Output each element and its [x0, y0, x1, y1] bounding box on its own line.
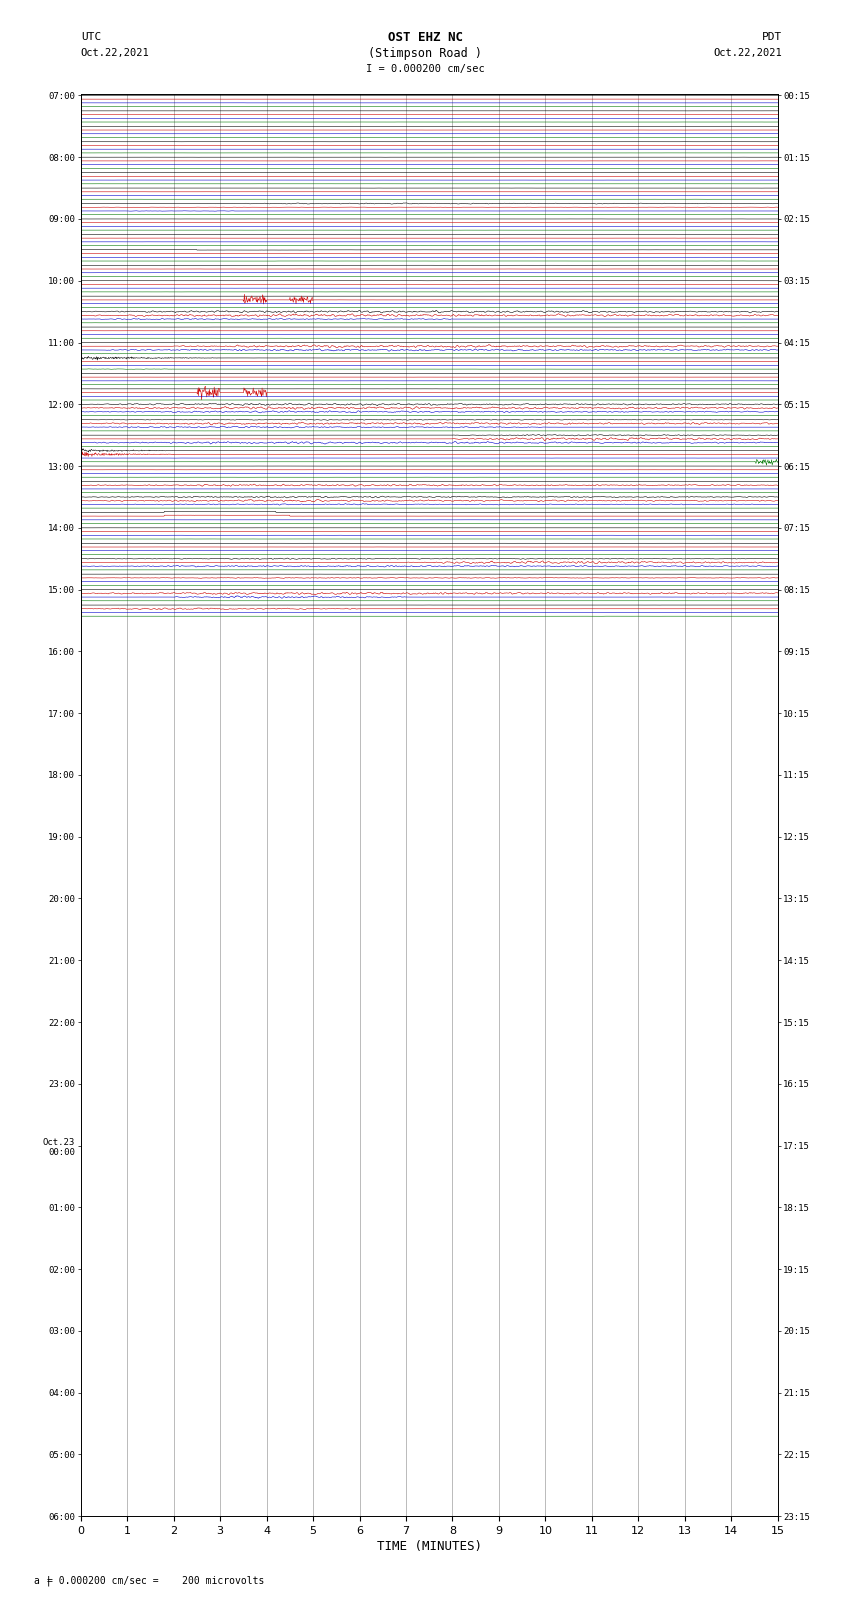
Text: = 0.000200 cm/sec =    200 microvolts: = 0.000200 cm/sec = 200 microvolts: [47, 1576, 264, 1586]
Text: a |: a |: [34, 1576, 52, 1586]
Text: OST EHZ NC: OST EHZ NC: [388, 31, 462, 44]
X-axis label: TIME (MINUTES): TIME (MINUTES): [377, 1540, 482, 1553]
Text: UTC: UTC: [81, 32, 101, 42]
Text: Oct.22,2021: Oct.22,2021: [81, 48, 150, 58]
Text: (Stimpson Road ): (Stimpson Road ): [368, 47, 482, 60]
Text: Oct.22,2021: Oct.22,2021: [713, 48, 782, 58]
Text: PDT: PDT: [762, 32, 782, 42]
Text: I = 0.000200 cm/sec: I = 0.000200 cm/sec: [366, 65, 484, 74]
